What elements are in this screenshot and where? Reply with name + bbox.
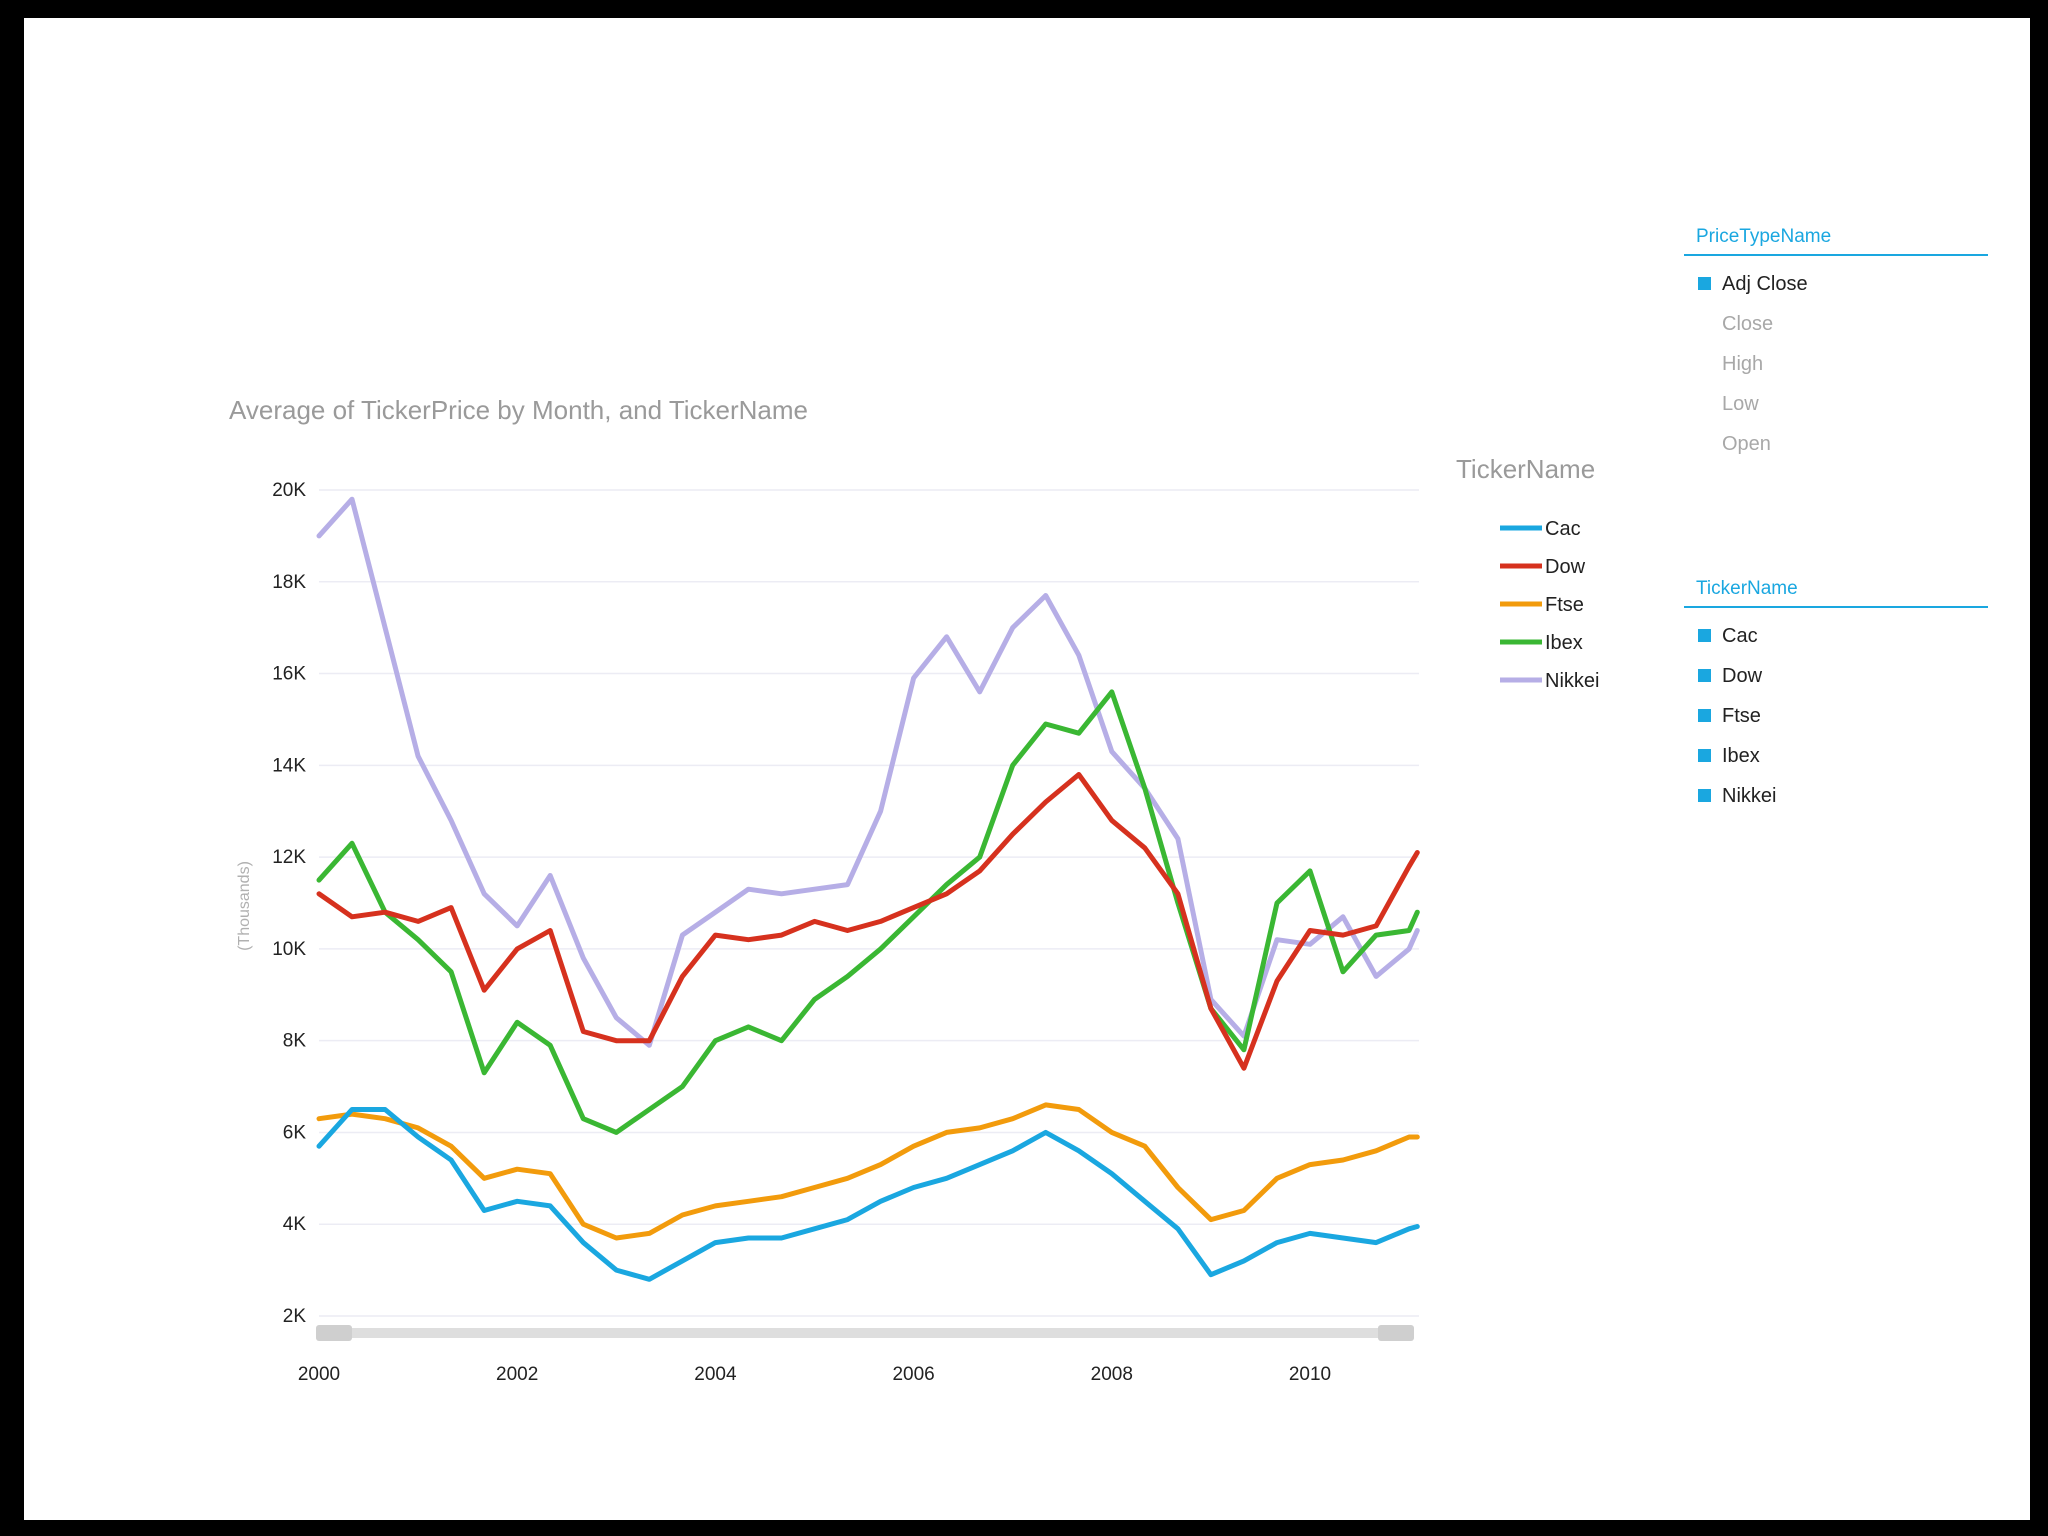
checkbox-icon (1698, 669, 1711, 682)
legend-item-nikkei: Nikkei (1500, 670, 1599, 692)
slicer-item-close[interactable]: Close (1684, 304, 1988, 344)
x-axis-tick-labels: 2000 2002 2004 2006 2008 2010 (298, 1364, 1331, 1385)
chart-title: Average of TickerPrice by Month, and Tic… (229, 395, 808, 425)
checkbox-icon (1698, 397, 1711, 410)
legend-item-dow: Dow (1500, 556, 1586, 578)
slicer-item-cac[interactable]: Cac (1684, 616, 1988, 656)
slicer-item-adj-close[interactable]: Adj Close (1684, 264, 1988, 304)
y-axis-label: (Thousands) (236, 861, 253, 951)
line-chart: Average of TickerPrice by Month, and Tic… (229, 395, 1599, 1385)
slicer-item-nikkei[interactable]: Nikkei (1684, 776, 1988, 816)
scrollbar-handle-left[interactable] (316, 1325, 352, 1341)
series-line-ibex (316, 689, 1420, 1135)
checkbox-icon (1698, 709, 1711, 722)
legend-item-cac: Cac (1500, 518, 1581, 540)
y-tick-label: 12K (272, 847, 306, 868)
slicer-item-label: Low (1722, 393, 1759, 415)
checkbox-icon (1698, 437, 1711, 450)
slicer-item-label: High (1722, 353, 1764, 375)
report-canvas: Average of TickerPrice by Month, and Tic… (24, 18, 2030, 1520)
checkbox-icon (1698, 749, 1711, 762)
slicer-item-label: Dow (1722, 665, 1763, 687)
y-axis-tick-labels: 2K 4K 6K 8K 10K 12K 14K 16K 18K 20K (272, 480, 306, 1327)
slicer-item-label: Ibex (1722, 745, 1760, 767)
y-tick-label: 14K (272, 755, 306, 776)
y-tick-label: 10K (272, 939, 306, 960)
scrollbar-track[interactable] (316, 1328, 1414, 1338)
x-tick-label: 2010 (1289, 1364, 1331, 1385)
x-tick-label: 2008 (1091, 1364, 1133, 1385)
slicer-item-label: Adj Close (1722, 273, 1808, 295)
chart-legend: Cac Dow Ftse Ibex Nikkei (1500, 518, 1599, 692)
checkbox-icon (1698, 357, 1711, 370)
x-tick-label: 2000 (298, 1364, 340, 1385)
slicer-item-label: Cac (1722, 625, 1758, 647)
checkbox-icon (1698, 629, 1711, 642)
legend-label: Nikkei (1545, 670, 1599, 692)
slicer-title: TickerName (1684, 578, 1988, 608)
legend-label: Cac (1545, 518, 1581, 540)
legend-label: Ibex (1545, 632, 1583, 654)
slicer-item-ftse[interactable]: Ftse (1684, 696, 1988, 736)
slicer-item-high[interactable]: High (1684, 344, 1988, 384)
y-tick-label: 18K (272, 572, 306, 593)
slicer-item-open[interactable]: Open (1684, 424, 1988, 464)
slicer-item-label: Close (1722, 313, 1774, 335)
slicer-list: Cac Dow Ftse Ibex Nikkei (1684, 616, 1988, 816)
scrollbar-handle-right[interactable] (1378, 1325, 1414, 1341)
x-tick-label: 2002 (496, 1364, 538, 1385)
slicer-item-label: Nikkei (1722, 785, 1777, 807)
slicer-item-low[interactable]: Low (1684, 384, 1988, 424)
slicer-item-label: Open (1722, 433, 1771, 455)
checkbox-icon (1698, 317, 1711, 330)
series-line-dow (316, 772, 1420, 1071)
slicer-item-label: Ftse (1722, 705, 1761, 727)
gridlines (319, 489, 1419, 1317)
x-tick-label: 2006 (892, 1364, 934, 1385)
x-tick-label: 2004 (694, 1364, 737, 1385)
slicer-item-dow[interactable]: Dow (1684, 656, 1988, 696)
legend-label: Ftse (1545, 594, 1584, 616)
y-tick-label: 8K (283, 1031, 307, 1052)
y-tick-label: 4K (283, 1214, 307, 1235)
checkbox-icon (1698, 277, 1711, 290)
series-lines (316, 496, 1420, 1282)
slicer-ticker-name: TickerName Cac Dow Ftse Ibex Nikkei (1684, 578, 1988, 816)
y-tick-label: 16K (272, 664, 306, 685)
series-line-ftse (316, 1102, 1420, 1241)
y-tick-label: 6K (283, 1122, 307, 1143)
checkbox-icon (1698, 789, 1711, 802)
slicer-item-ibex[interactable]: Ibex (1684, 736, 1988, 776)
x-axis-scrollbar[interactable] (316, 1325, 1414, 1341)
slicer-list: Adj Close Close High Low Open (1684, 264, 1988, 464)
series-line-cac (316, 1107, 1420, 1282)
slicer-title: PriceTypeName (1684, 226, 1988, 256)
y-tick-label: 20K (272, 480, 306, 501)
legend-title: TickerName (1456, 454, 1595, 484)
legend-item-ftse: Ftse (1500, 594, 1584, 616)
y-tick-label: 2K (283, 1306, 307, 1327)
legend-label: Dow (1545, 556, 1586, 578)
slicer-price-type: PriceTypeName Adj Close Close High Low O… (1684, 226, 1988, 464)
legend-item-ibex: Ibex (1500, 632, 1583, 654)
